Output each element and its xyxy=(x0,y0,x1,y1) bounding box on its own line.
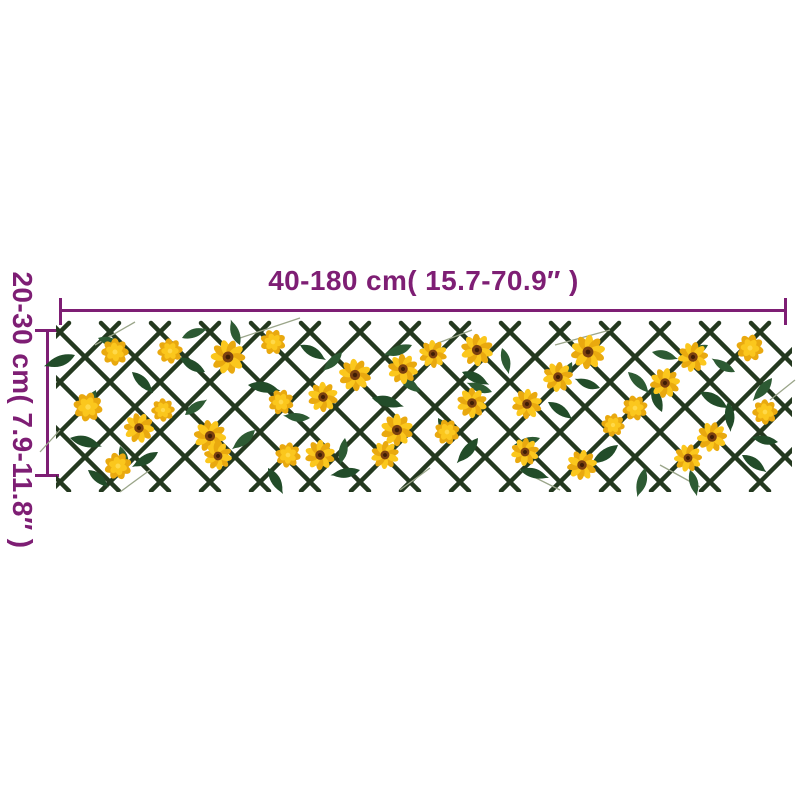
width-dimension-label: 40-180 cm( 15.7-70.9″ ) xyxy=(268,265,579,296)
width-dimension-tick-right xyxy=(784,298,787,325)
height-dimension-line xyxy=(46,330,49,476)
height-dimension-tick-bottom xyxy=(35,474,59,477)
flowers xyxy=(73,329,778,480)
width-dimension-tick-left xyxy=(59,298,62,325)
height-dimension-tick-top xyxy=(35,329,59,332)
width-dimension-line xyxy=(60,309,787,312)
